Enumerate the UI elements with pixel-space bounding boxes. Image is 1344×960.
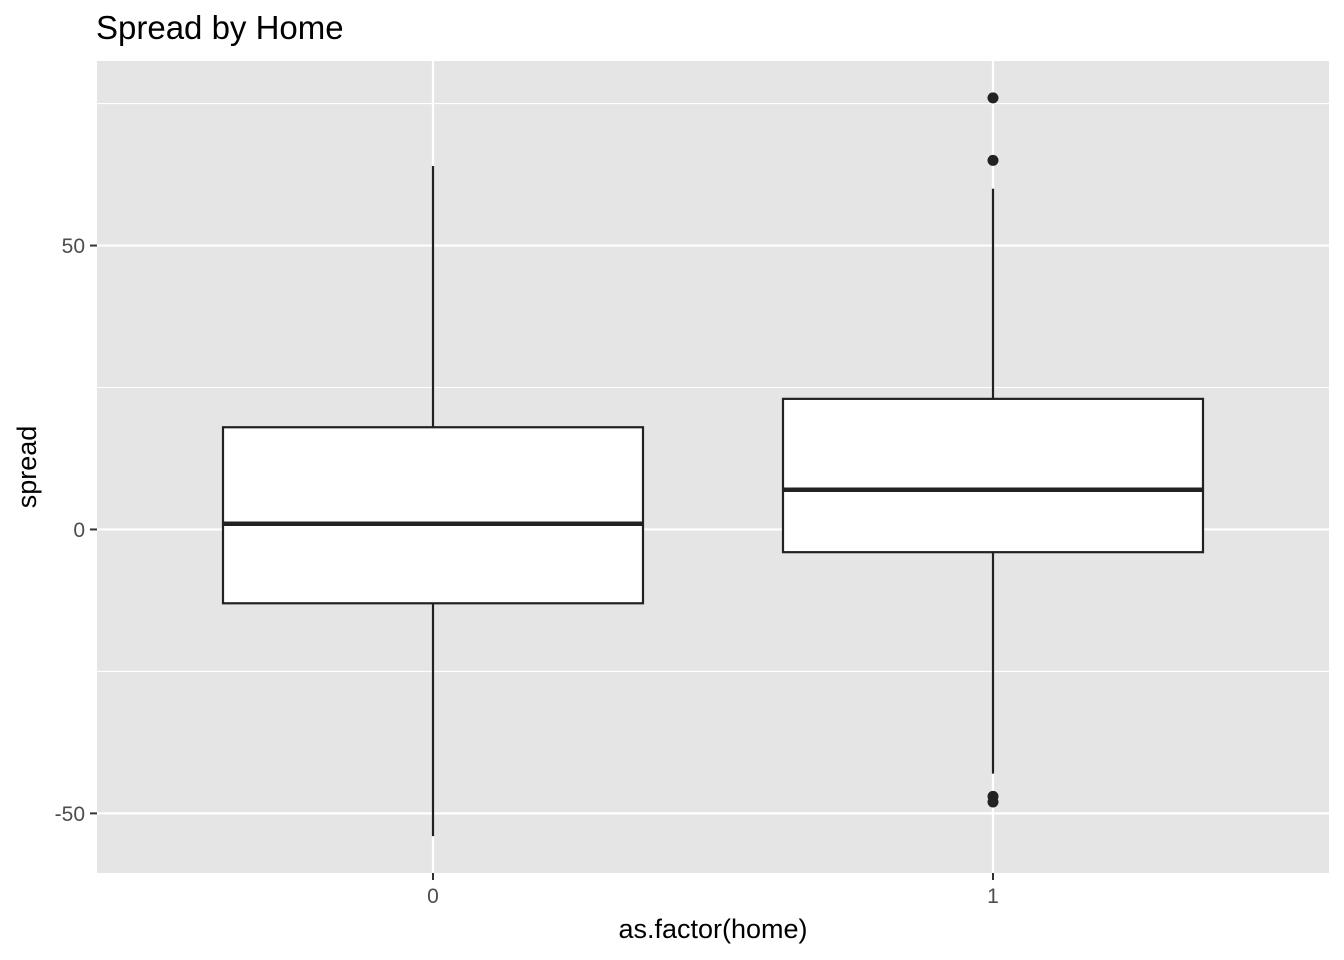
box-iqr [781, 397, 1205, 554]
outlier-point [987, 796, 999, 808]
boxplots [221, 92, 1205, 837]
box-0 [221, 166, 645, 837]
outlier-point [987, 92, 999, 104]
y-axis-title: spread [12, 426, 42, 509]
y-tick-label: 0 [73, 519, 85, 542]
y-axis: -50 0 50 [55, 235, 97, 826]
box-1 [781, 92, 1205, 808]
y-tick-label: 50 [62, 235, 85, 258]
x-tick-label: 1 [987, 885, 999, 908]
box-iqr [221, 426, 645, 605]
x-tick-label: 0 [427, 885, 439, 908]
x-axis-title: as.factor(home) [618, 914, 807, 944]
minor-gridlines [97, 103, 1329, 672]
y-tick-label: -50 [55, 803, 85, 826]
outlier-point [987, 154, 999, 166]
chart-title: Spread by Home [96, 9, 344, 46]
